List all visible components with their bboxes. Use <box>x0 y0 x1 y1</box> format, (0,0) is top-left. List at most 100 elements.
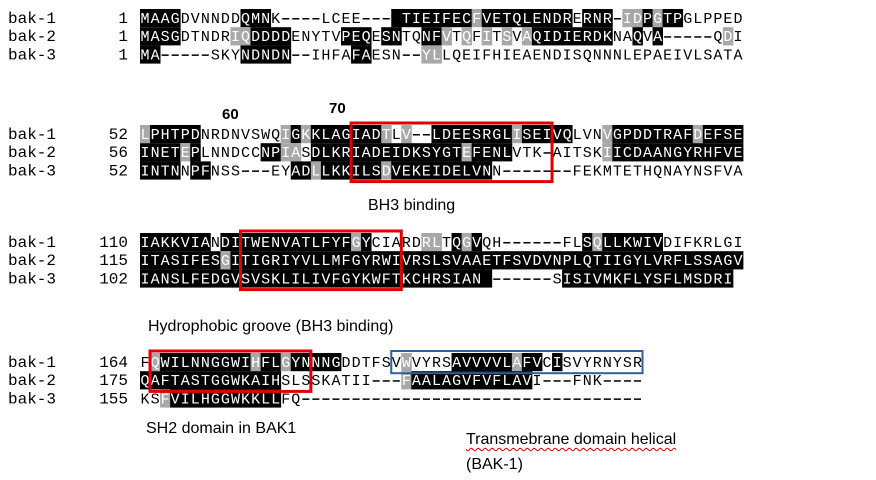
residue: G <box>221 271 230 288</box>
identical-shading <box>712 269 724 288</box>
residue: S <box>442 253 451 270</box>
residue: P <box>673 11 682 28</box>
identical-shading <box>602 27 613 46</box>
sequence-start: 1 <box>118 10 128 28</box>
residue: V <box>512 29 521 46</box>
identical-shading <box>622 251 633 270</box>
residue: E <box>181 145 190 162</box>
identical-shading <box>542 27 553 46</box>
gap-dash <box>382 380 390 382</box>
residue: A <box>733 47 742 64</box>
residue: N <box>181 163 190 180</box>
identical-shading <box>441 269 452 288</box>
identical-shading <box>180 371 191 390</box>
residue: E <box>623 163 632 180</box>
similar-shading <box>461 143 473 162</box>
identical-shading <box>220 233 231 252</box>
residue: I <box>643 235 652 252</box>
similar-shading <box>461 27 473 46</box>
residue: V <box>472 355 481 372</box>
similar-shading <box>310 161 322 180</box>
sequence-start: 1 <box>118 28 128 46</box>
residue: N <box>311 355 320 372</box>
residue: R <box>271 253 280 270</box>
residue: N <box>583 373 592 390</box>
gap-dash <box>453 398 461 400</box>
residue: L <box>673 271 682 288</box>
residue: R <box>713 271 722 288</box>
residue: I <box>281 253 290 270</box>
residue: T <box>502 11 511 28</box>
residue: S <box>502 29 511 46</box>
identical-shading <box>200 233 211 252</box>
gap-dash <box>664 36 672 38</box>
residue: E <box>532 11 541 28</box>
residue: R <box>663 127 672 144</box>
residue: P <box>181 127 190 144</box>
identical-shading <box>572 269 583 288</box>
residue: A <box>412 373 421 390</box>
residue: G <box>723 253 732 270</box>
residue: V <box>191 11 200 28</box>
gap-dash <box>463 398 471 400</box>
identical-shading <box>391 27 402 46</box>
identical-shading <box>250 389 261 408</box>
residue: G <box>462 235 471 252</box>
residue: Y <box>331 235 340 252</box>
residue: S <box>171 253 180 270</box>
identical-shading <box>230 233 241 252</box>
identical-shading <box>501 251 513 270</box>
residue: V <box>723 163 732 180</box>
identical-shading <box>310 143 322 162</box>
identical-shading <box>562 251 573 270</box>
gap-dash <box>674 36 682 38</box>
residue: Q <box>482 235 491 252</box>
residue: I <box>733 235 742 252</box>
sequence-name: bak-2 <box>8 372 56 390</box>
gap-dash <box>623 398 631 400</box>
identical-shading <box>351 27 362 46</box>
residue: C <box>462 11 471 28</box>
residue: G <box>352 253 361 270</box>
residue: P <box>643 11 652 28</box>
residue: E <box>492 11 501 28</box>
identical-shading <box>190 161 201 180</box>
alignment-block-2: bak-1 52 L P H T P D N R D N V S W Q I G K K L A G I A D T L V L D E E S R… <box>8 125 744 180</box>
residue: L <box>311 235 320 252</box>
position-label-70: 70 <box>329 100 346 117</box>
identical-shading <box>481 125 493 144</box>
residue: Y <box>291 355 300 372</box>
residue: I <box>311 47 320 64</box>
residue: N <box>211 145 220 162</box>
residue: E <box>663 47 672 64</box>
residue: V <box>392 355 401 372</box>
identical-shading <box>300 269 312 288</box>
residue: D <box>643 127 652 144</box>
residue: I <box>281 145 290 162</box>
residue: E <box>482 145 491 162</box>
residue: D <box>553 47 562 64</box>
residue: E <box>382 145 391 162</box>
residue: R <box>342 145 351 162</box>
residue: V <box>532 355 541 372</box>
residue: D <box>633 127 642 144</box>
identical-shading <box>230 353 241 372</box>
residue: H <box>271 373 280 390</box>
identical-shading <box>260 389 272 408</box>
residue: K <box>593 145 602 162</box>
identical-shading <box>351 251 362 270</box>
residue: G <box>452 373 461 390</box>
residue: I <box>532 373 541 390</box>
residue: E <box>201 253 210 270</box>
identical-shading <box>150 161 161 180</box>
residue: D <box>251 29 260 46</box>
residue: V <box>462 373 471 390</box>
residue: D <box>352 355 361 372</box>
identical-shading <box>592 269 603 288</box>
residue: I <box>733 29 742 46</box>
residue: I <box>392 145 401 162</box>
residue: D <box>221 127 230 144</box>
identical-shading <box>501 371 513 390</box>
residue: N <box>211 163 220 180</box>
residue: N <box>281 47 290 64</box>
